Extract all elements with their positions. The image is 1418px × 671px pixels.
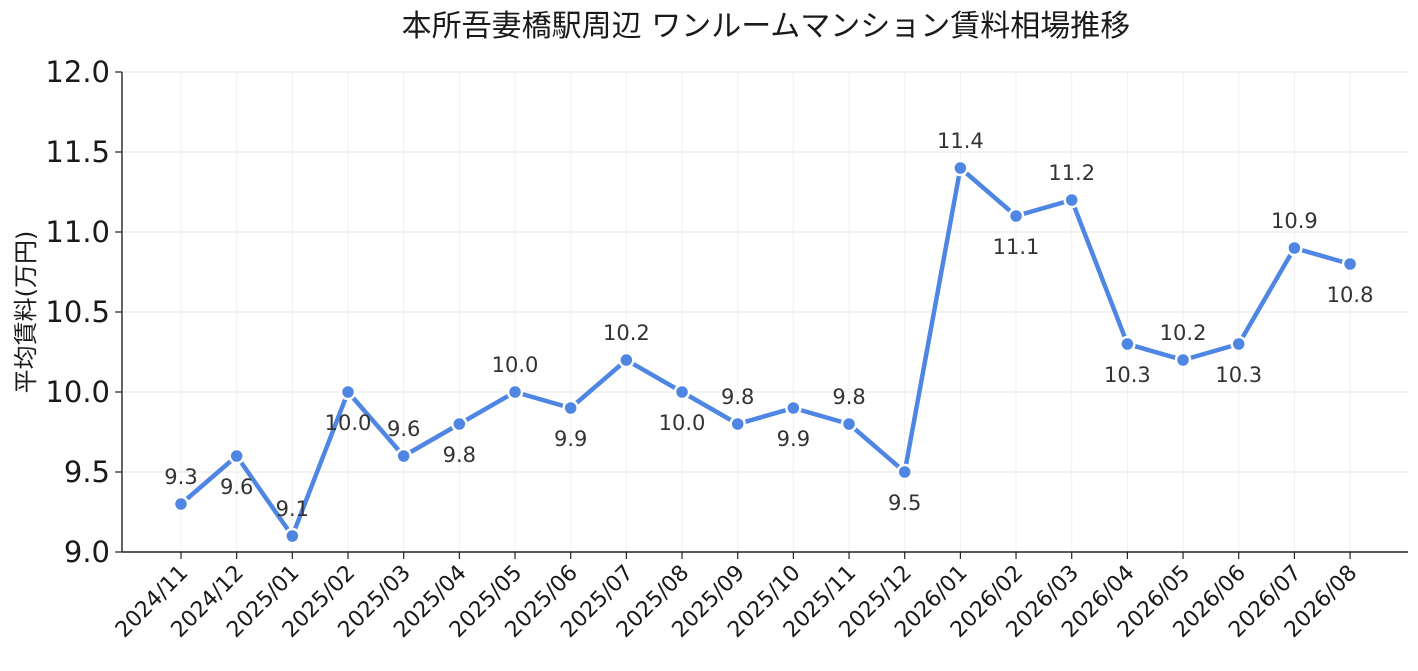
data-point [172,495,190,513]
data-point [618,351,635,369]
x-ticks: 2024/112024/122025/012025/022025/032025/… [111,552,1362,643]
y-tick-label: 9.0 [64,535,110,569]
y-tick-label: 11.5 [45,135,110,169]
y-tick-label: 12.0 [45,55,110,89]
y-tick-label: 9.5 [64,455,110,489]
data-label: 9.6 [387,417,420,441]
data-point [284,527,301,545]
data-label: 10.3 [1215,363,1262,387]
data-label: 9.1 [276,497,309,521]
series [172,159,1359,545]
data-label: 10.0 [492,353,539,377]
data-point [840,415,858,433]
data-label: 9.6 [220,475,253,499]
data-point [952,159,969,177]
data-label: 10.0 [325,411,372,435]
data-point [506,383,524,401]
data-label: 11.4 [937,129,984,153]
data-label: 11.2 [1048,161,1095,185]
data-point [729,415,746,433]
data-label: 10.3 [1104,363,1151,387]
y-tick-label: 11.0 [45,215,110,249]
data-point [896,463,913,481]
data-point [562,399,579,417]
data-point [1119,335,1136,353]
data-label: 9.5 [888,491,921,515]
data-label: 9.8 [721,385,754,409]
data-label: 9.9 [554,427,587,451]
data-point [1286,239,1303,257]
data-point [1007,207,1025,225]
data-point [673,383,691,401]
chart-title: 本所吾妻橋駅周辺 ワンルームマンション賃料相場推移 [402,9,1131,44]
data-labels: 9.3 9.6 9.1 10.0 9.6 9.8 10.0 9.9 10.2 10.0 9.8 9.9… [164,129,1373,521]
data-point [228,447,245,465]
grid [122,71,1408,553]
y-tick-label: 10.5 [45,295,110,329]
data-label: 10.0 [659,411,706,435]
y-ticks: 9.0 9.5 10.0 10.5 11.0 11.5 12.0 [45,55,122,569]
data-label: 9.8 [832,385,865,409]
data-label: 11.1 [993,235,1040,259]
data-point [395,447,412,465]
data-point [339,383,357,401]
data-label: 9.9 [777,427,810,451]
data-point [1341,255,1359,273]
data-label: 10.2 [1160,321,1207,345]
y-axis-label: 平均賃料(万円) [12,231,40,394]
data-point [1174,351,1192,369]
data-point [1230,335,1247,353]
data-point [1063,191,1080,209]
data-point [451,415,468,433]
data-label: 10.8 [1327,283,1374,307]
series-line [178,165,1353,539]
data-label: 10.2 [603,321,650,345]
data-label: 9.8 [443,443,476,467]
data-point [785,399,802,417]
data-label: 9.3 [164,465,197,489]
data-label: 10.9 [1271,209,1318,233]
y-tick-label: 10.0 [45,375,110,409]
